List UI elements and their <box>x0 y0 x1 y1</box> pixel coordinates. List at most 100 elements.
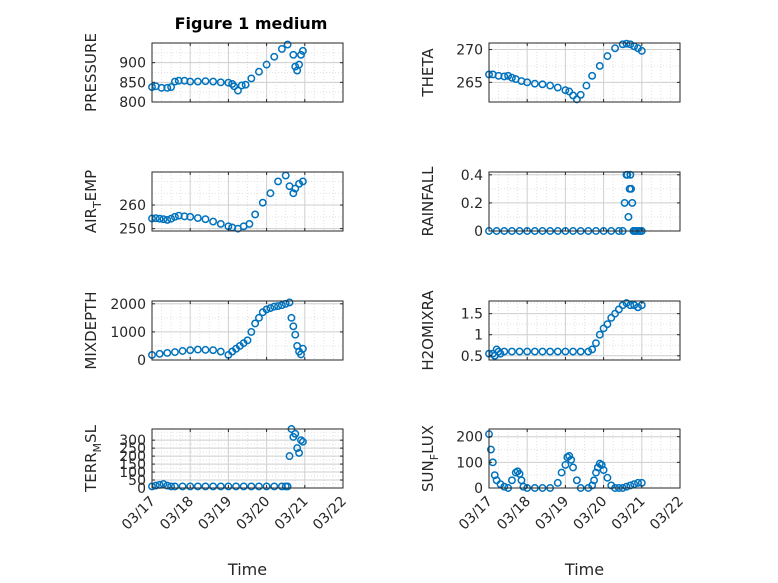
data-point <box>553 478 562 487</box>
data-point <box>151 481 160 490</box>
data-point <box>270 482 279 491</box>
data-point <box>630 480 639 489</box>
x-tick-label: 03/17 <box>456 494 496 534</box>
y-tick-label: 260 <box>119 198 146 214</box>
data-point <box>277 301 286 310</box>
data-point <box>295 448 304 457</box>
data-point <box>159 480 168 488</box>
data-point <box>163 215 172 224</box>
data-point <box>224 78 233 87</box>
data-point <box>274 177 283 186</box>
subplot-sun-flux: 0 100 200 SUNFLUX 03/1703/1803/1903/2003/210… <box>419 425 687 579</box>
y-tick-label: 270 <box>456 43 483 59</box>
data-point <box>247 74 256 83</box>
y-tick-label: 0 <box>474 481 483 497</box>
data-point <box>224 482 233 491</box>
y-tick-label: 0.2 <box>461 196 483 212</box>
data-point <box>507 73 516 82</box>
data-point <box>159 215 168 224</box>
data-point <box>186 212 195 221</box>
data-point <box>569 463 577 472</box>
plot-area <box>489 172 680 231</box>
data-point <box>186 77 195 86</box>
data-point <box>251 319 260 328</box>
data-point <box>243 336 252 345</box>
y-tick-label: 900 <box>119 56 146 72</box>
data-point <box>262 482 271 491</box>
data-point <box>603 52 612 61</box>
data-point <box>209 77 218 86</box>
y-axis-label: TERRMSL <box>82 424 104 493</box>
y-tick-label: 800 <box>119 95 146 111</box>
data-point <box>630 301 639 310</box>
data-point <box>588 345 597 354</box>
data-point <box>519 482 528 491</box>
x-axis-label: Time <box>227 560 267 579</box>
data-point <box>255 313 263 322</box>
data-point <box>576 347 585 356</box>
y-tick-label: 200 <box>456 430 483 446</box>
data-point <box>247 327 256 336</box>
data-point <box>297 50 305 59</box>
data-point <box>298 177 307 186</box>
data-point <box>546 81 555 90</box>
data-point <box>163 481 172 490</box>
data-point <box>523 78 532 87</box>
y-tick-label: 0.4 <box>461 168 483 184</box>
data-point <box>163 83 172 92</box>
data-point <box>620 198 629 207</box>
data-point <box>634 303 642 312</box>
data-point <box>230 82 239 91</box>
data-point <box>538 347 547 356</box>
y-tick-label: 150 <box>119 457 146 473</box>
data-point <box>237 81 246 90</box>
x-tick-label: 03/17 <box>119 494 159 534</box>
data-point <box>170 348 179 357</box>
data-point <box>201 215 210 224</box>
data-point <box>500 72 509 81</box>
data-point <box>618 40 627 49</box>
y-tick-label: 850 <box>119 75 146 91</box>
data-point <box>626 40 635 49</box>
data-point <box>216 78 225 87</box>
data-point <box>155 214 164 223</box>
data-point <box>216 219 225 228</box>
data-point <box>270 302 279 311</box>
data-point <box>266 189 275 198</box>
data-point <box>561 460 570 469</box>
data-point <box>626 301 635 310</box>
data-point <box>588 71 597 80</box>
data-point <box>626 481 635 490</box>
data-point <box>607 313 616 322</box>
data-point <box>209 217 218 226</box>
data-point <box>186 482 195 491</box>
data-point <box>289 50 298 59</box>
subplot-theta: 265 270 THETA <box>419 39 681 104</box>
data-point <box>201 77 210 86</box>
data-point <box>298 46 307 55</box>
data-point <box>201 345 210 354</box>
data-point <box>492 345 501 354</box>
data-point <box>297 436 305 445</box>
data-point <box>611 44 620 53</box>
data-point <box>507 347 516 356</box>
y-tick-label: 50 <box>128 473 146 489</box>
plot-area <box>489 43 680 102</box>
x-tick-label: 03/21 <box>609 494 649 534</box>
subplot-air-temp: 250 260 AIRTEMP <box>82 170 344 238</box>
x-tick-label: 03/19 <box>532 494 572 534</box>
data-point <box>504 71 513 80</box>
data-point <box>289 322 298 331</box>
subplot-grid: 800 850 900 PRESSURE 265 270 THETA 250 260 AIRTEM… <box>82 33 687 579</box>
y-tick-label: 1 <box>474 328 483 344</box>
data-point <box>637 46 646 55</box>
axes-box <box>488 428 681 489</box>
data-point <box>561 347 570 356</box>
y-tick-label: 300 <box>119 433 146 449</box>
y-tick-label: 0 <box>474 224 483 240</box>
data-point <box>530 347 539 356</box>
subplot-h2omixra: 0.5 1 1.5 H2OMIXRA <box>419 290 681 371</box>
data-point <box>193 482 202 491</box>
data-point <box>569 347 577 356</box>
